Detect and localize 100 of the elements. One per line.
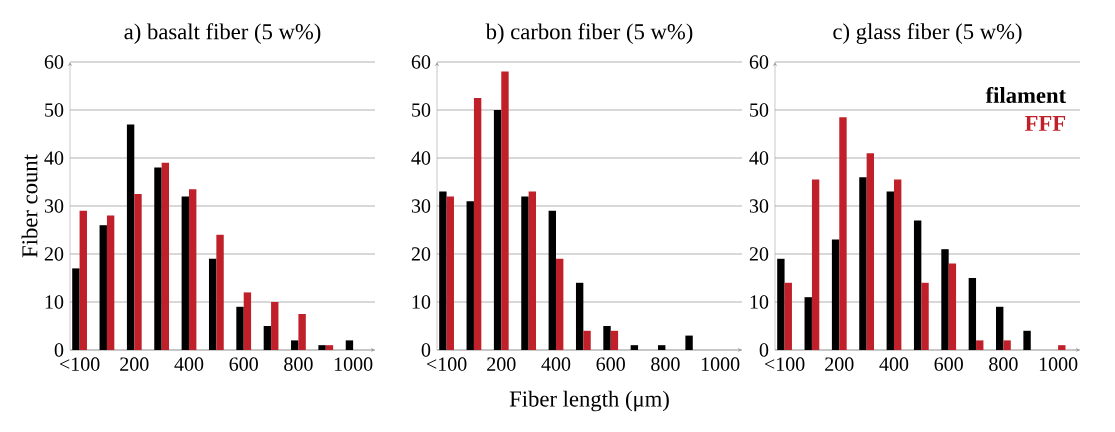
x-tick-label: 1000	[1039, 357, 1078, 371]
bar	[913, 220, 922, 350]
x-tick-label: 400	[541, 357, 571, 371]
bar	[784, 282, 792, 350]
y-tick-label: 0	[421, 343, 431, 357]
bar	[886, 191, 894, 350]
bar	[658, 345, 666, 350]
bar	[804, 297, 812, 350]
x-tick-label: 800	[651, 357, 680, 371]
y-tick-label: 40	[749, 151, 769, 165]
x-axis-title: Fiber length (μm)	[509, 390, 669, 412]
text: filament	[985, 86, 1067, 104]
y-tick-label: 10	[412, 295, 431, 309]
bar	[493, 110, 502, 350]
y-tick-label: 40	[411, 151, 431, 165]
x-tick-label: <100	[59, 357, 100, 371]
y-tick-label: 10	[750, 295, 769, 309]
bar	[976, 340, 984, 350]
bar	[126, 124, 135, 350]
x-tick-label: 400	[879, 357, 909, 371]
bar	[575, 282, 584, 350]
x-tick-label: 1000	[334, 357, 373, 371]
x-tick-label: 200	[120, 357, 149, 371]
bar	[134, 193, 142, 350]
x-tick-label: 400	[174, 357, 204, 371]
bar	[610, 330, 619, 350]
x-tick-label: 600	[596, 357, 625, 371]
text: FFF	[1024, 115, 1066, 131]
bar	[777, 258, 785, 350]
bar	[1003, 340, 1011, 350]
bar	[216, 234, 224, 350]
y-tick-label: 0	[54, 343, 64, 357]
bar	[630, 345, 639, 350]
bar	[271, 301, 279, 350]
y-tick-label: 30	[749, 199, 769, 213]
bar	[291, 340, 299, 350]
bar	[685, 335, 693, 350]
x-tick-label: 600	[934, 357, 963, 371]
bar	[866, 153, 875, 350]
bar	[154, 167, 162, 350]
bar	[603, 325, 611, 350]
bar	[528, 191, 537, 350]
y-tick-label: 60	[411, 55, 431, 69]
chart-title: a) basalt fiber (5 w%)	[124, 23, 321, 44]
bar	[243, 292, 252, 350]
y-tick-label: 10	[45, 295, 64, 309]
bar	[831, 239, 840, 350]
bar	[181, 196, 189, 350]
x-tick-label: <100	[426, 357, 467, 371]
bar	[446, 196, 454, 350]
bar	[893, 179, 902, 350]
bar	[208, 258, 217, 350]
x-tick-label: 600	[229, 357, 258, 371]
y-tick-label: 50	[45, 103, 64, 117]
y-tick-label: 20	[44, 247, 64, 261]
y-tick-label: 50	[412, 103, 431, 117]
x-tick-label: 200	[487, 357, 516, 371]
bar	[236, 306, 244, 350]
bar	[325, 345, 334, 350]
bar	[106, 215, 115, 350]
y-tick-label: 20	[749, 247, 769, 261]
bar	[968, 277, 977, 350]
bar	[948, 263, 957, 350]
bar	[345, 340, 354, 350]
bar	[583, 330, 591, 350]
y-tick-label: 60	[749, 55, 769, 69]
y-axis-title: Fiber count	[21, 154, 38, 258]
y-tick-label: 30	[411, 199, 431, 213]
y-tick-label: 0	[759, 343, 769, 357]
bar	[466, 201, 474, 350]
bar	[859, 177, 867, 350]
bar	[473, 98, 482, 350]
bar	[1058, 345, 1066, 350]
y-tick-label: 30	[44, 199, 64, 213]
y-tick-label: 50	[750, 103, 769, 117]
bar	[941, 249, 949, 350]
bar	[439, 191, 447, 350]
bar	[72, 268, 80, 350]
bar	[556, 258, 564, 350]
bar	[161, 162, 170, 350]
bar	[501, 71, 509, 350]
bar	[189, 189, 197, 350]
x-tick-label: 800	[284, 357, 313, 371]
bar	[263, 325, 272, 350]
x-tick-label: 1000	[701, 357, 740, 371]
bar	[996, 306, 1004, 350]
y-tick-label: 20	[411, 247, 431, 261]
y-tick-label: 60	[44, 55, 64, 69]
x-tick-label: 200	[825, 357, 854, 371]
bar	[1023, 330, 1031, 350]
bar	[839, 117, 847, 350]
x-tick-label: <100	[764, 357, 805, 371]
chart-title: c) glass fiber (5 w%)	[833, 23, 1022, 44]
bar	[318, 345, 326, 350]
chart-title: b) carbon fiber (5 w%)	[485, 23, 693, 44]
bar	[521, 196, 529, 350]
bar	[79, 210, 87, 350]
bar	[548, 210, 556, 350]
bar	[99, 225, 107, 350]
bar	[811, 179, 820, 350]
